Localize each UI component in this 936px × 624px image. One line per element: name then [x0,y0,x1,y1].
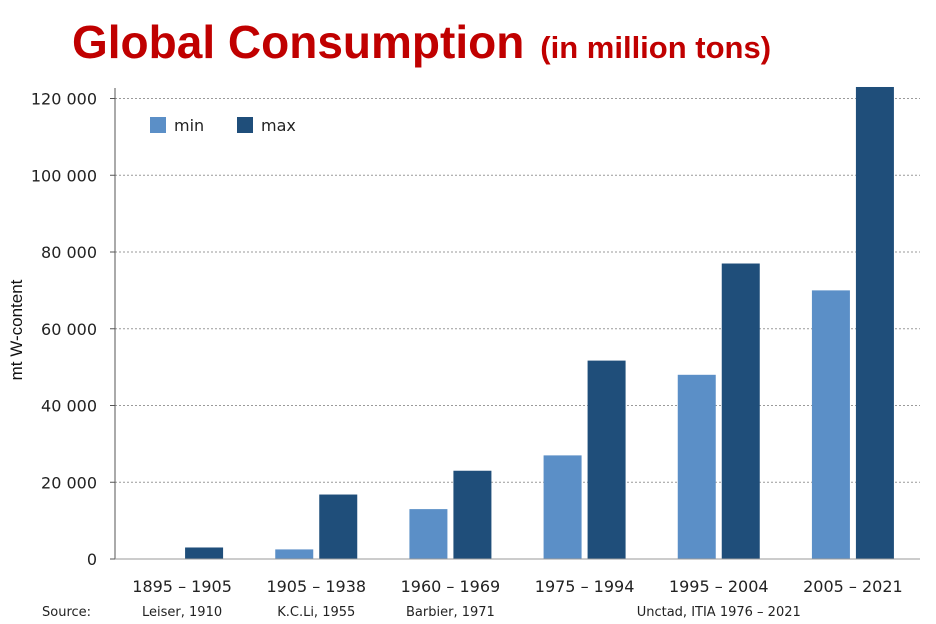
x-tick-label: 1975 – 1994 [535,577,635,596]
source-label: Source: [42,605,91,620]
legend: min max [150,116,296,135]
bar-min-2 [275,549,314,559]
source-text: Unctad, ITIA 1976 – 2021 [637,605,801,620]
x-tick-label: 1960 – 1969 [401,577,501,596]
y-axis-label: mt W-content [7,279,26,380]
source-text: K.C.Li, 1955 [277,605,355,620]
y-tick-label: 40 000 [41,397,97,416]
gridlines [110,98,920,560]
bar-min-4 [543,455,582,559]
y-tick-labels: 0 20 000 40 000 60 000 80 000 100 000 120 000 [31,90,97,570]
legend-swatch-min [150,117,166,133]
chart-subtitle: (in million tons) [540,30,771,65]
x-tick-label: 1995 – 2004 [669,577,769,596]
legend-swatch-max [237,117,253,133]
x-tick-label: 1895 – 1905 [132,577,232,596]
y-tick-label: 0 [87,550,97,569]
legend-label-min: min [174,116,204,135]
chart-title: Global Consumption (in million tons) [72,16,771,68]
bar-max-5 [721,263,760,559]
bar-max-4 [587,360,626,559]
bar-max-1 [185,547,224,559]
x-tick-label: 1905 – 1938 [266,577,366,596]
y-tick-label: 100 000 [31,166,97,185]
y-tick-label: 60 000 [41,320,97,339]
source-text: Leiser, 1910 [142,605,222,620]
x-tick-labels: 1895 – 1905 1905 – 1938 1960 – 1969 1975 – … [132,577,902,596]
bar-max-6 [855,86,894,560]
bar-min-3 [409,509,448,559]
chart-title-main: Global Consumption [72,16,524,68]
bar-min-5 [677,374,716,559]
bar-min-6 [811,290,850,559]
bars [185,86,894,560]
legend-label-max: max [261,116,296,135]
sources: Leiser, 1910 K.C.Li, 1955 Barbier, 1971 Unc… [142,605,801,620]
y-tick-label: 120 000 [31,90,97,109]
y-tick-label: 20 000 [41,473,97,492]
bar-max-3 [453,470,492,559]
y-tick-label: 80 000 [41,243,97,262]
x-tick-label: 2005 – 2021 [803,577,903,596]
source-text: Barbier, 1971 [406,605,495,620]
bar-max-2 [319,494,358,559]
